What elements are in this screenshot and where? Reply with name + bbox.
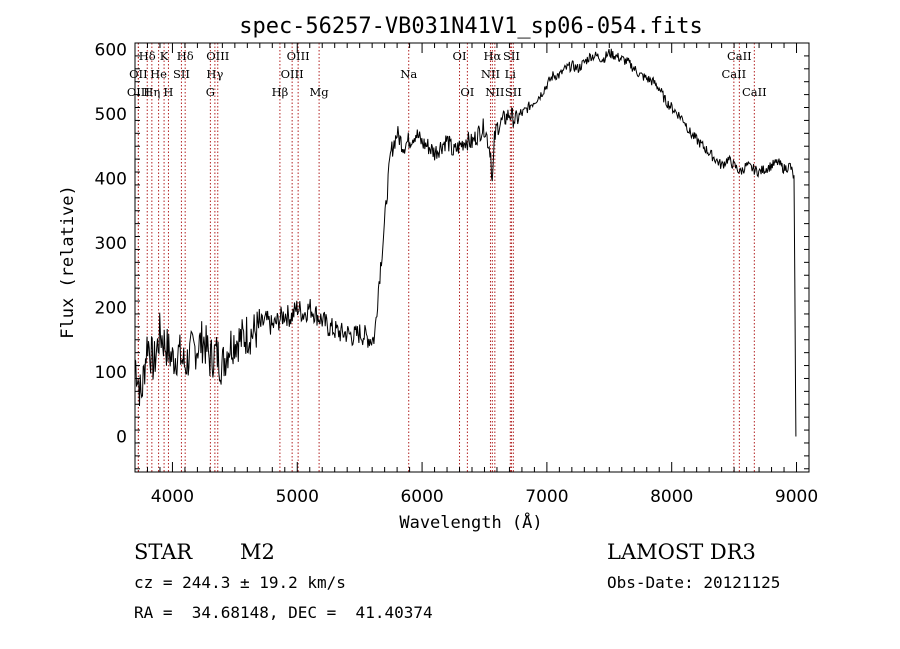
x-tick-label: 7000: [525, 487, 568, 507]
y-axis-ticks: 0 100 200 300 400 500 600: [95, 40, 809, 470]
emission-line-label: Hβ: [272, 85, 289, 99]
spectrum-series-line: [134, 48, 797, 437]
emission-line-label: OII: [129, 67, 148, 81]
survey-name: LAMOST DR3: [607, 540, 756, 564]
object-class: STAR: [134, 540, 193, 564]
emission-line-label: Hδ: [177, 49, 194, 63]
y-tick-label: 500: [95, 105, 127, 125]
y-tick-label: 100: [95, 363, 127, 383]
y-tick-label: 200: [95, 298, 127, 318]
emission-line-label: OI: [460, 85, 474, 99]
emission-line-label: Li: [505, 67, 517, 81]
emission-line-label: SII: [503, 49, 520, 63]
x-tick-label: 4000: [151, 487, 194, 507]
y-tick-label: 300: [95, 234, 127, 254]
emission-line-label: OIII: [206, 49, 229, 63]
observation-date: Obs-Date: 20121125: [607, 573, 781, 592]
emission-line-markers: [137, 43, 755, 472]
emission-line-label: SII: [505, 85, 522, 99]
y-tick-label: 0: [116, 428, 127, 448]
x-tick-label: 5000: [276, 487, 319, 507]
emission-line-label: H: [163, 85, 173, 99]
emission-line-label: OIII: [127, 85, 150, 99]
coordinates: RA = 34.68148, DEC = 41.40374: [134, 603, 433, 622]
x-tick-label: 6000: [400, 487, 443, 507]
emission-line-label: CaII: [727, 49, 752, 63]
emission-line-label: Hδ: [139, 49, 156, 63]
emission-line-label: NII: [481, 67, 500, 81]
emission-line-label: CaII: [742, 85, 767, 99]
emission-line-label: K: [160, 49, 169, 63]
x-axis-label: Wavelength (Å): [399, 511, 542, 533]
plot-frame: [134, 42, 810, 473]
emission-line-label: NII: [485, 85, 504, 99]
emission-line-label: Hγ: [206, 67, 223, 81]
redshift-velocity: cz = 244.3 ± 19.2 km/s: [134, 573, 346, 592]
emission-line-label: Na: [400, 67, 417, 81]
emission-line-label: Hα: [483, 49, 501, 63]
y-tick-label: 600: [95, 40, 127, 60]
chart-title: spec-56257-VB031N41V1_sp06-054.fits: [239, 14, 703, 39]
x-axis-ticks: 4000 5000 6000 7000 8000 9000: [146, 43, 818, 507]
object-subclass: M2: [240, 540, 275, 564]
emission-line-label: SII: [173, 67, 190, 81]
emission-line-label: CaII: [721, 67, 746, 81]
emission-line-label: Hη: [143, 85, 160, 99]
emission-line-label: Mg: [310, 85, 330, 99]
emission-line-label: He: [150, 67, 167, 81]
emission-line-label: OIII: [281, 67, 304, 81]
y-tick-label: 400: [95, 169, 127, 189]
emission-line-label: G: [206, 85, 215, 99]
x-tick-label: 9000: [775, 487, 818, 507]
emission-line-label: OI: [453, 49, 467, 63]
x-tick-label: 8000: [650, 487, 693, 507]
emission-line-label: OIII: [287, 49, 310, 63]
y-axis-label: Flux (relative): [58, 185, 78, 339]
